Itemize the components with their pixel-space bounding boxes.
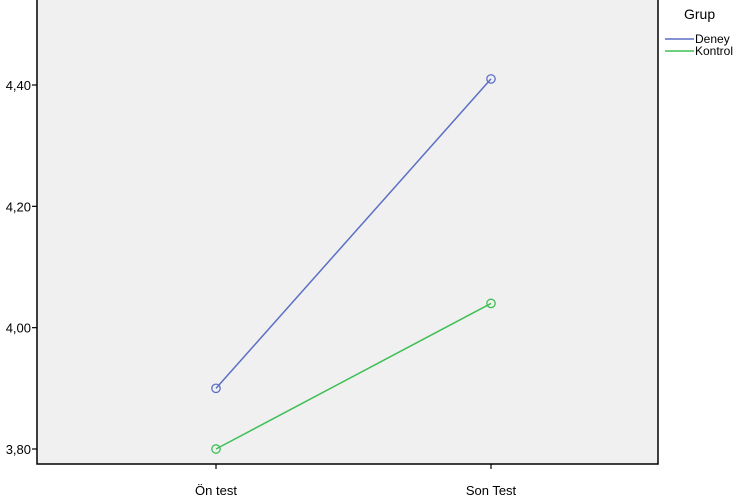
- y-tick-label: 4,20: [6, 199, 31, 214]
- series-line-kontrol: [215, 302, 492, 450]
- x-axis: Ön test Son Test: [195, 464, 517, 498]
- y-tick-label: 3,80: [6, 442, 31, 457]
- series-layer: [211, 74, 496, 454]
- data-point-deney: [211, 383, 221, 394]
- plot-area: [36, 0, 659, 465]
- legend-title: Grup: [684, 6, 715, 22]
- y-tick-label: 4,40: [6, 78, 31, 93]
- y-axis: 4,40 4,20 4,00 3,80: [6, 78, 37, 457]
- data-point-kontrol: [486, 298, 496, 309]
- x-tick-label: Ön test: [195, 483, 237, 498]
- legend-label-kontrol: Kontrol: [695, 44, 733, 58]
- x-tick-label: Son Test: [466, 483, 517, 498]
- series-line-deney: [215, 78, 492, 389]
- y-tick-label: 4,00: [6, 321, 31, 336]
- data-point-kontrol: [211, 444, 221, 454]
- data-point-deney: [486, 74, 496, 84]
- legend-label-deney: Deney: [695, 32, 730, 46]
